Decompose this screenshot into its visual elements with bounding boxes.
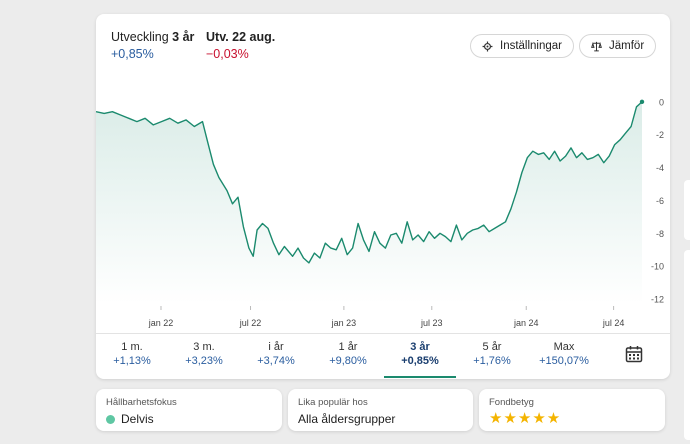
sustainability-dot-icon	[106, 414, 115, 424]
popularity-value: Alla åldersgrupper	[298, 412, 396, 426]
tab-this-year[interactable]: i år +3,74%	[257, 341, 295, 367]
y-tick-label: -2	[656, 130, 664, 140]
compare-label: Jämför	[609, 40, 645, 52]
y-tick-label: -12	[651, 295, 664, 305]
x-tick-label: jan 24	[513, 318, 539, 328]
popularity-card[interactable]: Lika populär hos Alla åldersgrupper	[288, 389, 473, 431]
calendar-icon[interactable]	[624, 344, 644, 364]
tab-1-year[interactable]: 1 år +9,80%	[329, 341, 367, 367]
y-tick-label: -4	[656, 163, 664, 173]
chart-end-point	[639, 99, 645, 105]
daily-change-value: −0,03%	[206, 47, 249, 61]
x-tick-label: jul 23	[420, 318, 443, 328]
performance-chart: 0 -2 -4 -6 -8 -10 -12 jan 22 jul 22 jan 23 jul 23 j…	[96, 97, 664, 328]
sustainability-value: Delvis	[121, 412, 154, 426]
tab-1-month[interactable]: 1 m. +1,13%	[113, 341, 151, 367]
development-value: +0,85%	[111, 47, 154, 61]
x-tick-label: jul 24	[602, 318, 625, 328]
daily-change-summary: Utv. 22 aug. −0,03%	[206, 30, 275, 61]
chart-series-line	[96, 101, 643, 264]
side-panel-edge	[684, 180, 690, 240]
period-tabs: 1 m. +1,13% 3 m. +3,23% i år +3,74% 1 år +9,…	[96, 336, 670, 378]
x-tick-label: jul 22	[239, 318, 262, 328]
settings-button[interactable]: Inställningar	[470, 34, 575, 58]
sustainability-title: Hållbarhetsfokus	[106, 397, 177, 408]
gear-icon	[482, 41, 493, 51]
tab-3-years[interactable]: 3 år +0,85%	[384, 336, 456, 378]
tab-max[interactable]: Max +150,07%	[539, 341, 589, 367]
tab-5-years[interactable]: 5 år +1,76%	[473, 341, 511, 367]
development-period: 3 år	[172, 30, 195, 44]
y-tick-label: -10	[651, 262, 664, 272]
chart-area-fill	[96, 101, 642, 305]
y-tick-label: -8	[656, 229, 664, 239]
side-panel-edge	[684, 250, 690, 440]
development-label: Utveckling	[111, 30, 173, 44]
rating-title: Fondbetyg	[489, 397, 534, 408]
star-rating-icon: ★★★★★	[489, 410, 562, 427]
rating-card[interactable]: Fondbetyg ★★★★★	[479, 389, 665, 431]
compare-button[interactable]: Jämför	[579, 34, 657, 58]
tab-3-months[interactable]: 3 m. +3,23%	[185, 341, 223, 367]
x-tick-label: jan 22	[148, 318, 174, 328]
sustainability-card[interactable]: Hållbarhetsfokus Delvis	[96, 389, 282, 431]
chart-divider	[96, 333, 670, 334]
popularity-title: Lika populär hos	[298, 397, 368, 408]
settings-label: Inställningar	[500, 40, 563, 52]
daily-change-label: Utv. 22 aug.	[206, 30, 276, 44]
y-tick-label: 0	[659, 97, 664, 107]
development-summary: Utveckling 3 år +0,85%	[111, 30, 194, 61]
x-tick-label: jan 23	[331, 318, 357, 328]
scale-icon	[591, 41, 602, 51]
chart-card: 0 -2 -4 -6 -8 -10 -12 jan 22 jul 22 jan 23 jul 23 j…	[96, 14, 670, 379]
y-tick-label: -6	[656, 196, 664, 206]
